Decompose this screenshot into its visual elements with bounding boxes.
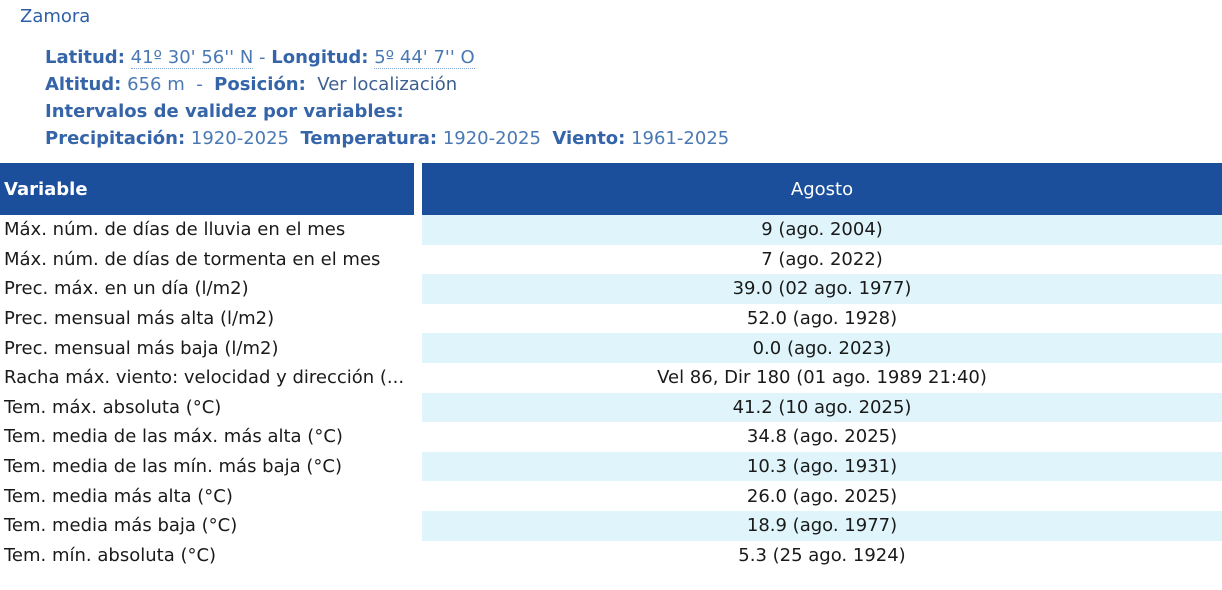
temperature-label: Temperatura: — [300, 128, 438, 149]
value-cell: 26.0 (ago. 2025) — [422, 481, 1222, 511]
station-info: Latitud: 41º 30' 56'' N - Longitud: 5º 4… — [45, 44, 729, 152]
column-header-variable[interactable]: Variable — [0, 163, 422, 215]
value-cell: 41.2 (10 ago. 2025) — [422, 392, 1222, 423]
variable-cell: Tem. máx. absoluta (°C) — [0, 392, 422, 423]
precipitation-label: Precipitación: — [45, 128, 186, 149]
value-cell: 39.0 (02 ago. 1977) — [422, 274, 1222, 304]
variable-cell: Tem. mín. absoluta (°C) — [0, 540, 422, 571]
value-cell: Vel 86, Dir 180 (01 ago. 1989 21:40) — [422, 362, 1222, 393]
value-cell: 7 (ago. 2022) — [422, 244, 1222, 275]
separator: - — [196, 74, 203, 95]
table-row: Tem. máx. absoluta (°C) 41.2 (10 ago. 202… — [0, 392, 1222, 423]
intervals-row: Intervalos de validez por variables: — [45, 98, 729, 125]
table-header-row: Variable Agosto — [0, 163, 1222, 215]
station-name-link[interactable]: Zamora — [20, 6, 91, 27]
table-row: Tem. media más baja (°C) 18.9 (ago. 1977) — [0, 510, 1222, 541]
value-cell: 18.9 (ago. 1977) — [422, 510, 1222, 541]
variable-cell: Prec. máx. en un día (l/m2) — [0, 274, 422, 304]
altitude-value: 656 m — [127, 74, 185, 95]
temperature-interval: 1920-2025 — [442, 128, 541, 149]
variable-cell: Tem. media más alta (°C) — [0, 481, 422, 511]
variable-cell: Prec. mensual más baja (l/m2) — [0, 333, 422, 363]
intervals-label: Intervalos de validez por variables: — [45, 101, 404, 122]
variable-cell: Máx. núm. de días de tormenta en el mes — [0, 244, 422, 275]
variable-cell: Tem. media más baja (°C) — [0, 510, 422, 541]
latitude-label: Latitud: — [45, 47, 125, 68]
value-cell: 10.3 (ago. 1931) — [422, 451, 1222, 482]
separator: - — [259, 47, 266, 68]
longitude-label: Longitud: — [271, 47, 369, 68]
variable-cell: Tem. media de las máx. más alta (°C) — [0, 422, 422, 452]
table-row: Tem. mín. absoluta (°C) 5.3 (25 ago. 1924… — [0, 540, 1222, 571]
validity-row: Precipitación: 1920-2025 Temperatura: 19… — [45, 125, 729, 152]
table-row: Prec. mensual más alta (l/m2) 52.0 (ago. … — [0, 303, 1222, 334]
wind-label: Viento: — [552, 128, 626, 149]
latitude-value: 41º 30' 56'' N — [130, 47, 254, 69]
altitude-label: Altitud: — [45, 74, 122, 95]
table-row: Máx. núm. de días de tormenta en el mes 7… — [0, 244, 1222, 275]
precipitation-interval: 1920-2025 — [190, 128, 290, 149]
value-cell: 5.3 (25 ago. 1924) — [422, 540, 1222, 571]
value-cell: 9 (ago. 2004) — [422, 215, 1222, 245]
variable-cell: Tem. media de las mín. más baja (°C) — [0, 451, 422, 482]
variable-cell: Prec. mensual más alta (l/m2) — [0, 303, 422, 334]
wind-interval: 1961-2025 — [631, 128, 730, 149]
climate-extremes-table: Variable Agosto Máx. núm. de días de llu… — [0, 163, 1222, 571]
altitude-row: Altitud: 656 m - Posición: Ver localizac… — [45, 71, 729, 98]
variable-cell: Racha máx. viento: velocidad y dirección… — [0, 362, 422, 393]
value-cell: 0.0 (ago. 2023) — [422, 333, 1222, 363]
longitude-value: 5º 44' 7'' O — [374, 47, 475, 69]
table-row: Racha máx. viento: velocidad y dirección… — [0, 362, 1222, 393]
table-row: Tem. media de las mín. más baja (°C) 10.3… — [0, 451, 1222, 482]
column-header-month[interactable]: Agosto — [422, 163, 1222, 215]
table-row: Tem. media más alta (°C) 26.0 (ago. 2025) — [0, 481, 1222, 511]
table-row: Tem. media de las máx. más alta (°C) 34.8… — [0, 422, 1222, 452]
table-row: Máx. núm. de días de lluvia en el mes 9 (… — [0, 215, 1222, 245]
view-location-link[interactable]: Ver localización — [317, 74, 458, 95]
table-row: Prec. máx. en un día (l/m2) 39.0 (02 ago.… — [0, 274, 1222, 304]
variable-cell: Máx. núm. de días de lluvia en el mes — [0, 215, 422, 245]
coordinates-row: Latitud: 41º 30' 56'' N - Longitud: 5º 4… — [45, 44, 729, 71]
value-cell: 34.8 (ago. 2025) — [422, 422, 1222, 452]
table-row: Prec. mensual más baja (l/m2) 0.0 (ago. 2… — [0, 333, 1222, 363]
table-body: Máx. núm. de días de lluvia en el mes 9 (… — [0, 215, 1222, 571]
value-cell: 52.0 (ago. 1928) — [422, 303, 1222, 334]
position-label: Posición: — [214, 74, 306, 95]
